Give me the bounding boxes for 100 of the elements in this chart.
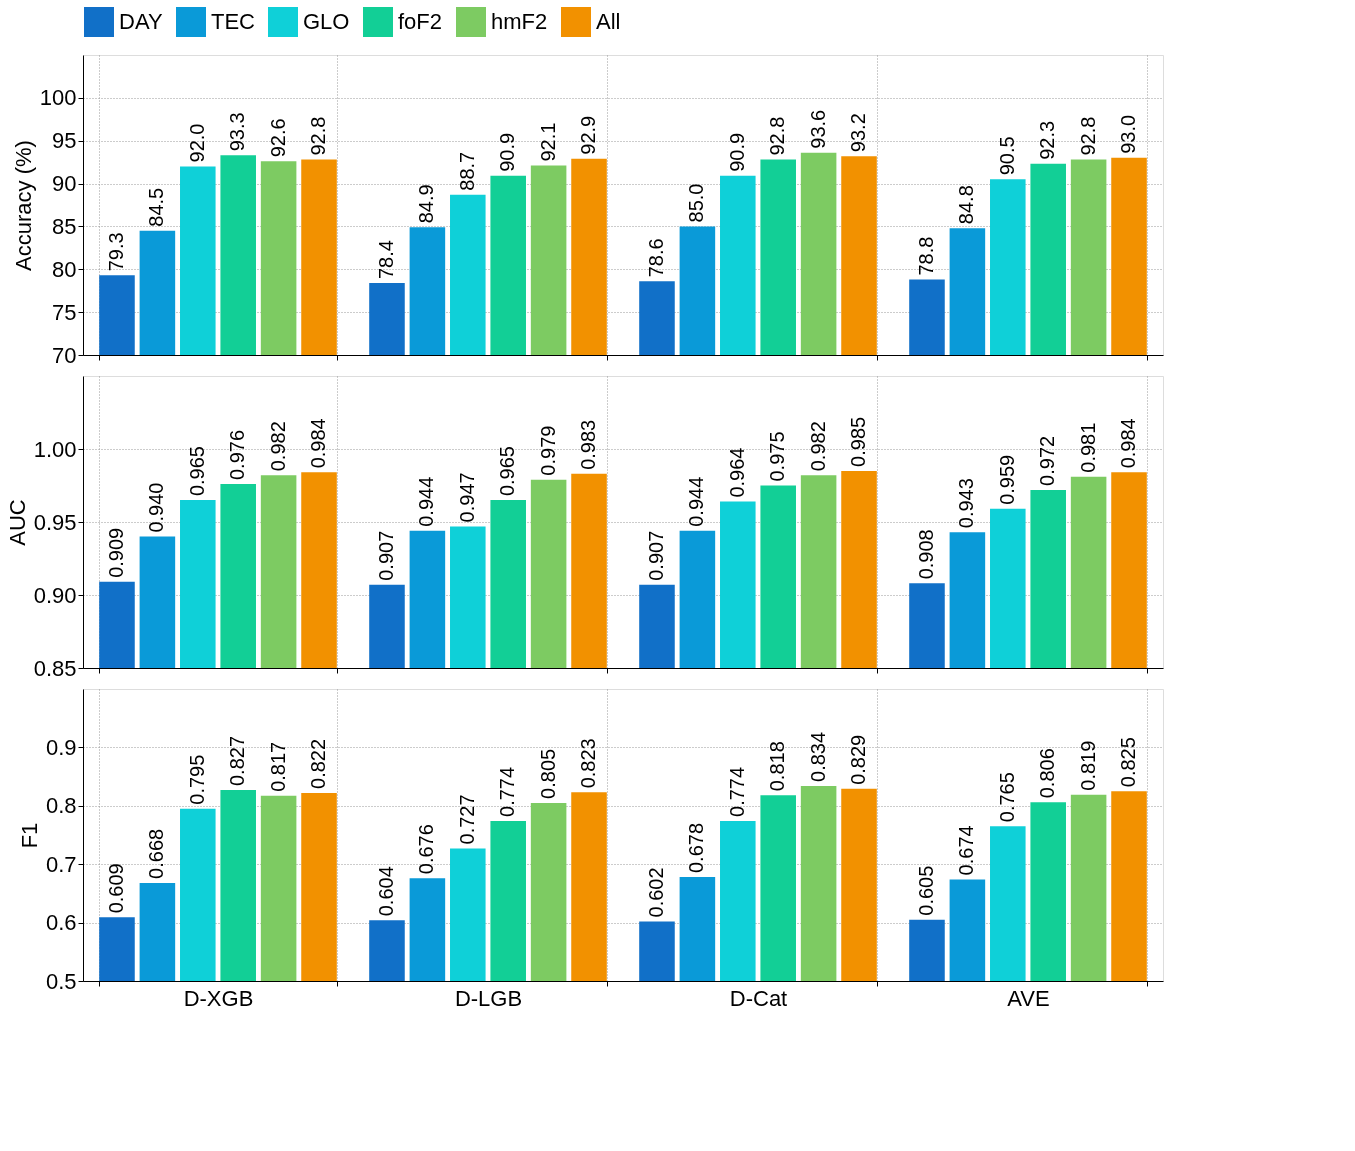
data-label: 0.774 xyxy=(725,766,748,817)
data-label: 0.907 xyxy=(374,530,397,581)
data-label: 0.827 xyxy=(226,735,249,787)
data-label: 88.7 xyxy=(455,151,478,191)
data-label: 0.806 xyxy=(1036,748,1059,799)
data-label: 0.984 xyxy=(307,418,330,469)
data-label: 0.947 xyxy=(455,472,478,523)
data-label: 90.9 xyxy=(496,132,519,172)
data-label: 0.818 xyxy=(766,741,789,792)
legend-label: DAY xyxy=(119,9,163,34)
y-tick-label: 90 xyxy=(52,171,77,197)
data-label: 0.678 xyxy=(685,822,708,874)
data-label: 85.0 xyxy=(685,183,708,223)
data-label: 0.834 xyxy=(806,731,829,782)
data-label: 84.9 xyxy=(415,184,438,224)
data-label: 0.984 xyxy=(1117,418,1140,469)
data-label: 0.908 xyxy=(914,529,937,580)
data-label: 78.4 xyxy=(374,240,397,279)
data-label: 0.940 xyxy=(145,482,168,533)
data-label: 93.3 xyxy=(226,112,249,152)
data-label: 0.943 xyxy=(955,478,978,529)
data-label: 93.6 xyxy=(806,109,829,149)
legend-label: foF2 xyxy=(398,9,443,34)
data-label: 0.907 xyxy=(644,530,667,581)
data-label: 0.674 xyxy=(955,825,978,876)
y-tick-label: 0.95 xyxy=(33,509,77,535)
data-label: 92.3 xyxy=(1036,120,1059,160)
y-tick-label: 75 xyxy=(52,299,77,325)
data-label: 0.819 xyxy=(1076,740,1099,791)
y-tick-label: 70 xyxy=(52,342,77,368)
data-label: 92.8 xyxy=(1076,116,1099,156)
y-tick-label: 0.5 xyxy=(45,968,77,994)
data-label: 0.765 xyxy=(995,772,1018,823)
x-tick-label: AVE xyxy=(1007,985,1050,1011)
y-tick-label: 0.85 xyxy=(33,655,77,681)
data-label: 0.976 xyxy=(226,429,249,481)
data-label: 0.676 xyxy=(415,824,438,875)
data-label: 0.609 xyxy=(104,863,127,914)
data-label: 0.823 xyxy=(577,738,600,789)
data-label: 93.2 xyxy=(847,113,870,153)
data-label: 0.979 xyxy=(536,425,559,476)
data-label: 92.8 xyxy=(766,116,789,156)
y-tick-label: 100 xyxy=(39,85,77,111)
data-label: 0.822 xyxy=(307,738,330,789)
data-label: 0.981 xyxy=(1076,422,1099,473)
data-label: 0.982 xyxy=(806,421,829,472)
y-tick-label: 0.7 xyxy=(45,851,77,877)
data-label: 0.668 xyxy=(145,828,168,879)
y-tick-label: 0.6 xyxy=(45,910,77,936)
x-tick-label: D-XGB xyxy=(183,985,254,1011)
data-label: 78.6 xyxy=(644,238,667,278)
data-label: 92.8 xyxy=(307,116,330,156)
y-axis-title: Accuracy (%) xyxy=(10,140,36,271)
data-label: 78.8 xyxy=(914,236,937,276)
data-label: 84.8 xyxy=(955,185,978,225)
data-label: 0.825 xyxy=(1117,737,1140,788)
legend-label: GLO xyxy=(303,9,350,34)
legend-label: TEC xyxy=(211,9,256,34)
legend-label: hmF2 xyxy=(491,9,548,34)
data-label: 90.5 xyxy=(995,136,1018,176)
data-label: 0.982 xyxy=(266,421,289,472)
y-tick-label: 0.9 xyxy=(45,734,77,760)
y-tick-label: 0.8 xyxy=(45,793,77,819)
y-axis-title: F1 xyxy=(16,822,42,849)
data-label: 92.0 xyxy=(185,123,208,163)
data-label: 0.817 xyxy=(266,741,289,792)
data-label: 0.727 xyxy=(455,794,478,845)
y-tick-label: 0.90 xyxy=(33,582,77,608)
data-label: 0.909 xyxy=(104,527,127,578)
data-label: 0.944 xyxy=(685,476,708,527)
legend-label: All xyxy=(596,9,621,34)
data-label: 0.985 xyxy=(847,416,870,467)
y-tick-label: 85 xyxy=(52,213,77,239)
data-label: 92.1 xyxy=(536,122,559,162)
data-label: 84.5 xyxy=(145,187,168,227)
data-label: 0.965 xyxy=(185,446,208,497)
y-tick-label: 80 xyxy=(52,256,77,282)
data-label: 0.805 xyxy=(536,748,559,799)
data-label: 0.975 xyxy=(766,431,789,482)
data-label: 0.605 xyxy=(914,865,937,916)
y-tick-label: 95 xyxy=(52,128,77,154)
x-tick-label: D-Cat xyxy=(729,985,788,1011)
y-axis-title: AUC xyxy=(4,499,30,546)
y-tick-label: 1.00 xyxy=(33,436,77,462)
data-label: 0.795 xyxy=(185,754,208,805)
data-label: 92.6 xyxy=(266,118,289,158)
data-label: 0.972 xyxy=(1036,435,1059,486)
data-label: 0.774 xyxy=(496,766,519,817)
data-label: 0.602 xyxy=(644,867,667,918)
x-tick-label: D-LGB xyxy=(454,985,523,1011)
data-label: 93.0 xyxy=(1117,114,1140,154)
data-label: 0.983 xyxy=(577,419,600,470)
data-label: 0.964 xyxy=(725,447,748,498)
data-label: 0.829 xyxy=(847,734,870,785)
data-label: 90.9 xyxy=(725,132,748,172)
data-label: 0.944 xyxy=(415,476,438,527)
data-label: 0.965 xyxy=(496,446,519,497)
data-label: 79.3 xyxy=(104,232,127,272)
data-label: 0.959 xyxy=(995,454,1018,505)
data-label: 92.9 xyxy=(577,115,600,155)
